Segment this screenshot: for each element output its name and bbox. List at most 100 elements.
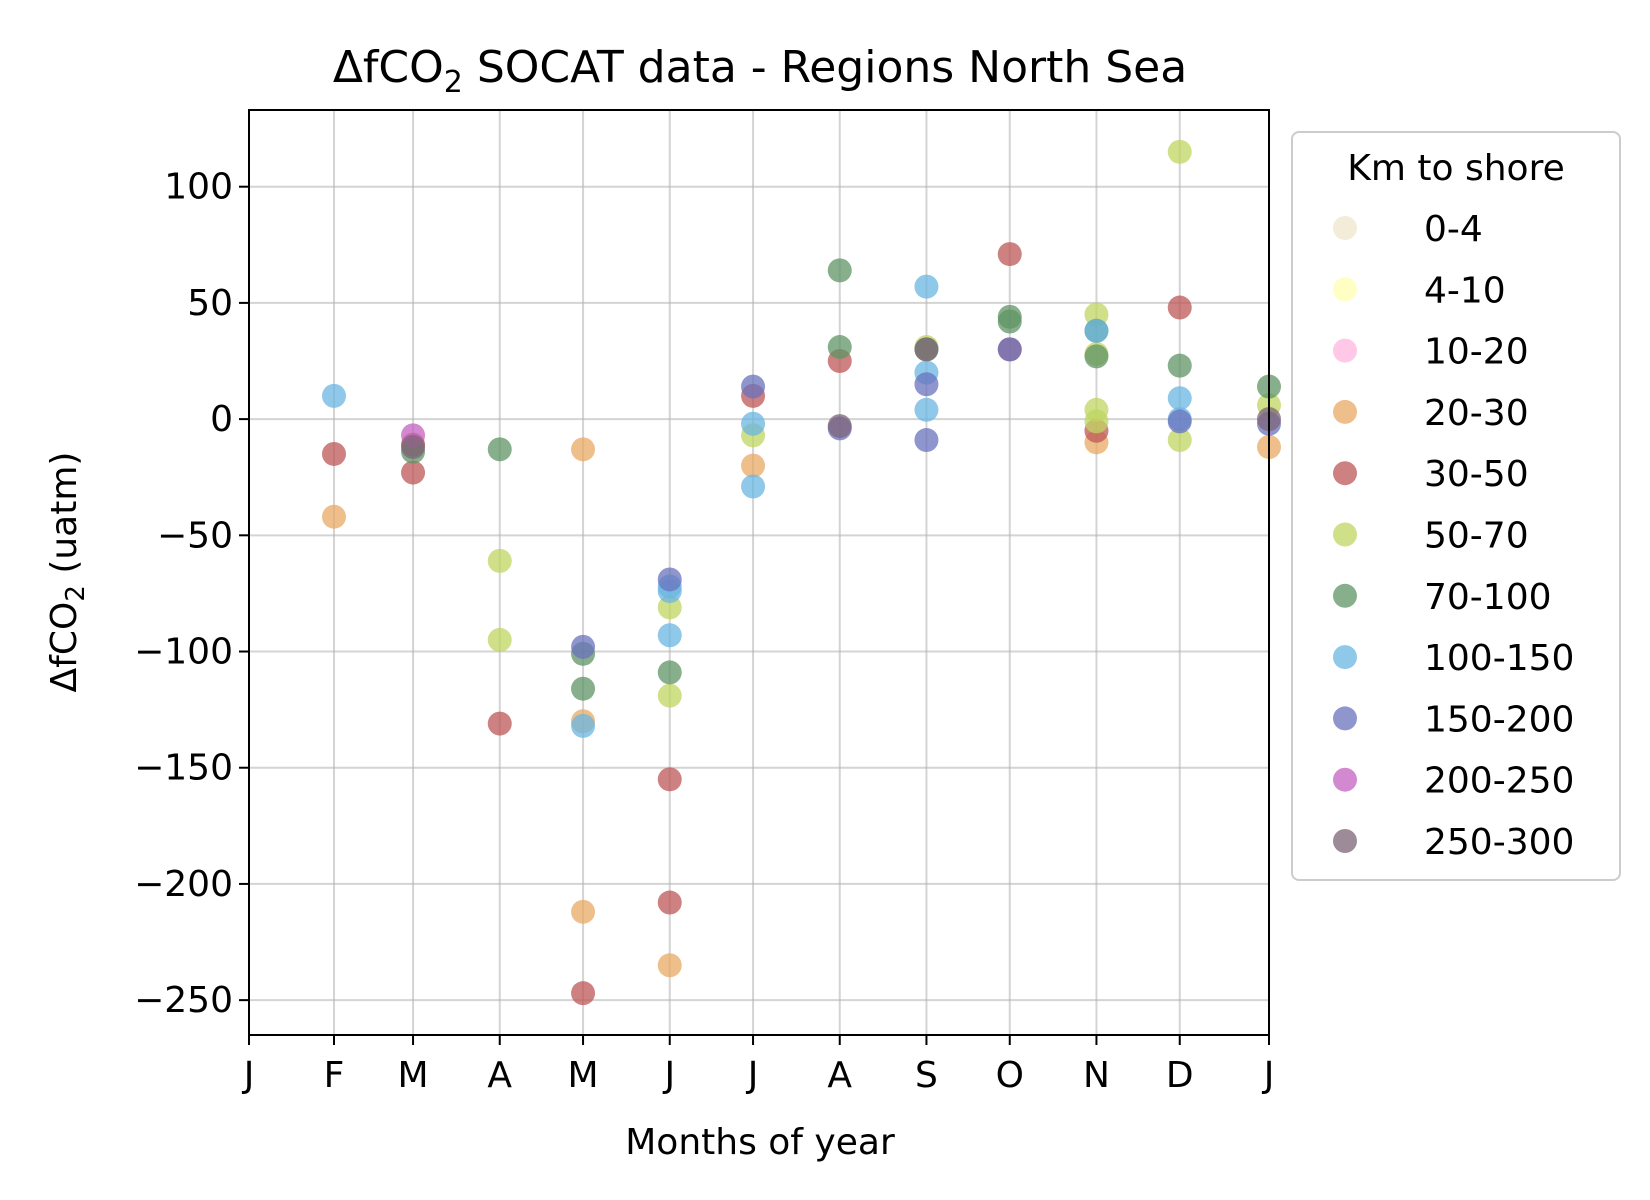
legend-item: 4-10 bbox=[1333, 270, 1506, 311]
legend-item: 50-70 bbox=[1333, 516, 1529, 557]
y-tick-label: −200 bbox=[134, 864, 233, 905]
data-point bbox=[657, 953, 682, 978]
legend-label: 100-150 bbox=[1424, 638, 1574, 679]
legend-item: 20-30 bbox=[1333, 393, 1529, 434]
x-tick-label: O bbox=[996, 1055, 1024, 1096]
data-point bbox=[1167, 139, 1192, 164]
data-point bbox=[657, 767, 682, 792]
legend-label: 150-200 bbox=[1424, 699, 1574, 740]
legend-label: 50-70 bbox=[1424, 516, 1529, 557]
x-axis-label: Months of year bbox=[625, 1122, 895, 1163]
legend-marker bbox=[1333, 583, 1357, 608]
data-point bbox=[741, 374, 766, 399]
legend-marker bbox=[1333, 277, 1357, 302]
data-point bbox=[827, 335, 852, 360]
y-tick-label: −100 bbox=[134, 632, 233, 673]
data-point bbox=[322, 504, 346, 529]
legend-marker bbox=[1333, 645, 1357, 670]
data-point bbox=[914, 337, 939, 362]
x-tick-label: A bbox=[827, 1055, 852, 1096]
y-tick-label: 50 bbox=[187, 283, 233, 324]
y-tick-label: 0 bbox=[210, 399, 233, 440]
x-tick-label: D bbox=[1166, 1055, 1194, 1096]
data-point bbox=[657, 683, 682, 708]
x-tick-label: J bbox=[1262, 1055, 1275, 1096]
legend-item: 100-150 bbox=[1333, 638, 1574, 679]
data-point bbox=[571, 981, 596, 1006]
data-point bbox=[1167, 295, 1192, 320]
legend-label: 250-300 bbox=[1424, 822, 1574, 863]
data-point bbox=[657, 567, 682, 592]
data-point bbox=[657, 890, 682, 915]
data-point bbox=[741, 411, 766, 436]
data-point bbox=[1167, 428, 1192, 453]
data-point bbox=[571, 899, 596, 924]
legend-label: 30-50 bbox=[1424, 454, 1529, 495]
legend-label: 10-20 bbox=[1424, 332, 1529, 373]
chart-title: ΔfCO2 SOCAT data - Regions North Sea bbox=[333, 42, 1187, 100]
y-tick-label: −50 bbox=[157, 515, 233, 556]
x-tick-label: F bbox=[324, 1055, 345, 1096]
x-tick-label: S bbox=[915, 1055, 938, 1096]
legend-item: 30-50 bbox=[1333, 454, 1529, 495]
data-point bbox=[997, 242, 1022, 267]
data-point bbox=[657, 623, 682, 648]
data-point bbox=[487, 548, 512, 573]
data-point bbox=[997, 309, 1022, 334]
legend-label: 20-30 bbox=[1424, 393, 1529, 434]
y-axis-label: ΔfCO2 (uatm) bbox=[44, 452, 91, 693]
data-point bbox=[322, 441, 346, 466]
legend-item: 10-20 bbox=[1333, 332, 1529, 373]
legend-marker bbox=[1333, 399, 1357, 424]
data-point bbox=[1084, 344, 1109, 369]
title-main: ΔfCO bbox=[333, 42, 444, 93]
data-point bbox=[741, 474, 766, 499]
legend-label: 0-4 bbox=[1424, 209, 1483, 250]
x-tick-label: J bbox=[662, 1055, 675, 1096]
legend-title: Km to shore bbox=[1347, 148, 1564, 189]
y-tick-label: 100 bbox=[164, 167, 233, 208]
x-tick-label: J bbox=[746, 1055, 759, 1096]
grid-lines bbox=[248, 110, 1270, 1035]
data-point bbox=[914, 372, 939, 397]
y-axis-ticks: 100 50 0 −50 −100 −150 −200 −250 bbox=[134, 167, 249, 1021]
data-point bbox=[401, 460, 426, 485]
title-subscript: 2 bbox=[444, 65, 463, 100]
data-point bbox=[827, 258, 852, 283]
legend: Km to shore 0-4 4-10 10-20 20-30 30-50 50-70 7… bbox=[1291, 131, 1621, 881]
legend-item: 0-4 bbox=[1333, 209, 1483, 250]
x-tick-label: A bbox=[487, 1055, 512, 1096]
y-tick-label: −250 bbox=[134, 980, 233, 1021]
data-point bbox=[741, 453, 766, 478]
legend-marker bbox=[1333, 706, 1357, 731]
data-point bbox=[322, 383, 346, 408]
data-point bbox=[1167, 353, 1192, 378]
legend-label: 70-100 bbox=[1424, 577, 1552, 618]
x-tick-label: M bbox=[398, 1055, 429, 1096]
data-point bbox=[571, 634, 596, 659]
data-point bbox=[914, 428, 939, 453]
legend-label: 4-10 bbox=[1424, 270, 1506, 311]
x-tick-label: M bbox=[568, 1055, 599, 1096]
data-point bbox=[997, 337, 1022, 362]
legend-marker bbox=[1333, 829, 1357, 853]
data-point bbox=[1084, 409, 1109, 434]
legend-items: 0-4 4-10 10-20 20-30 30-50 50-70 70-100 100-150… bbox=[1333, 209, 1574, 863]
data-point bbox=[827, 414, 852, 439]
data-point bbox=[487, 437, 512, 462]
legend-marker bbox=[1333, 216, 1357, 240]
data-point bbox=[571, 437, 596, 462]
legend-item: 70-100 bbox=[1333, 577, 1552, 618]
legend-marker bbox=[1333, 338, 1357, 363]
legend-item: 150-200 bbox=[1333, 699, 1574, 740]
x-tick-label: N bbox=[1083, 1055, 1110, 1096]
data-point bbox=[914, 397, 939, 422]
legend-item: 200-250 bbox=[1333, 761, 1574, 802]
x-tick-label: J bbox=[242, 1055, 255, 1096]
data-point bbox=[487, 627, 512, 652]
ylabel-subscript: 2 bbox=[61, 585, 91, 602]
data-point bbox=[914, 274, 939, 299]
ylabel-rest: (uatm) bbox=[44, 452, 85, 586]
